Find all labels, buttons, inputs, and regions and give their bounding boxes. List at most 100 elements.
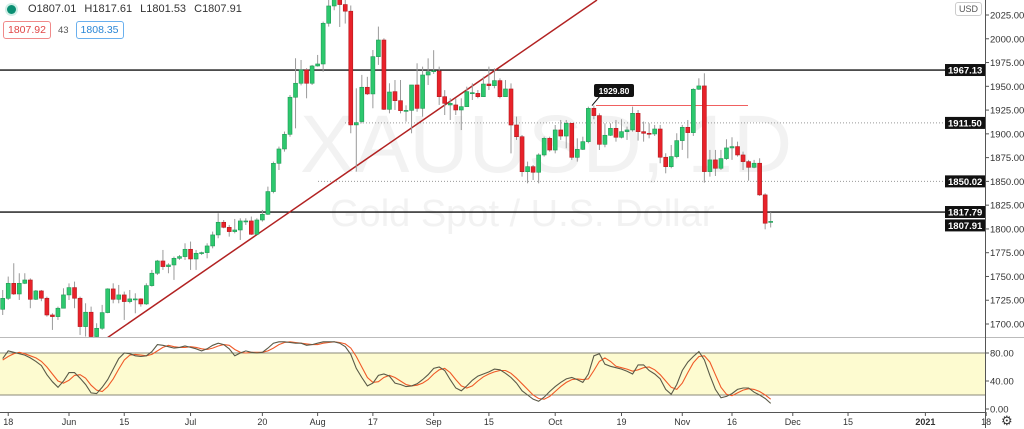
candle bbox=[0, 289, 5, 315]
stoch-tick-label: 0.00 bbox=[990, 405, 1009, 416]
candle bbox=[574, 138, 580, 162]
candle-body bbox=[431, 70, 436, 72]
candle bbox=[77, 296, 83, 335]
price-tick-label: 2000.00 bbox=[990, 34, 1024, 45]
candle bbox=[757, 158, 762, 196]
candle-body bbox=[735, 146, 740, 156]
candle-body bbox=[237, 220, 243, 231]
time-tick-label: 19 bbox=[616, 417, 626, 427]
candle bbox=[210, 231, 215, 249]
candle bbox=[481, 76, 486, 97]
candle bbox=[613, 119, 619, 142]
candle-body bbox=[182, 248, 188, 257]
candle bbox=[453, 98, 459, 116]
candle-body bbox=[663, 156, 669, 167]
candle-body bbox=[77, 297, 83, 327]
callout-box bbox=[594, 84, 634, 97]
spread-value: 43 bbox=[57, 24, 69, 36]
candle-body bbox=[155, 260, 160, 274]
candle-body bbox=[691, 88, 696, 133]
candle bbox=[586, 106, 591, 144]
candle-body bbox=[66, 287, 72, 296]
candle bbox=[254, 218, 260, 235]
candle-body bbox=[464, 91, 470, 107]
price-badge bbox=[945, 175, 985, 188]
candle-body bbox=[44, 297, 50, 316]
candle bbox=[304, 68, 309, 99]
candle bbox=[547, 136, 552, 152]
candle-body bbox=[199, 252, 204, 254]
candle bbox=[50, 313, 55, 330]
quote-panel: 1807.92 43 1808.35 bbox=[3, 21, 124, 39]
price-badge-label: 1817.79 bbox=[948, 208, 982, 219]
candle bbox=[475, 90, 481, 99]
candle bbox=[215, 213, 221, 239]
candle bbox=[298, 59, 304, 86]
price-badge-label: 1911.50 bbox=[948, 118, 982, 129]
candle bbox=[381, 38, 387, 110]
candle bbox=[646, 123, 652, 139]
candle-body bbox=[530, 166, 536, 173]
candle-body bbox=[497, 80, 503, 97]
candle-body bbox=[425, 71, 431, 76]
candle-body bbox=[370, 56, 376, 95]
candle bbox=[641, 121, 646, 142]
gear-icon[interactable]: ⚙ bbox=[1001, 413, 1013, 428]
candle bbox=[320, 21, 326, 72]
candle bbox=[127, 289, 133, 304]
price-badge bbox=[945, 116, 985, 129]
candle bbox=[541, 136, 547, 157]
candle-body bbox=[22, 279, 28, 284]
candle bbox=[425, 58, 431, 85]
candle-body bbox=[674, 140, 680, 157]
time-tick-label: Oct bbox=[548, 417, 563, 427]
candle-body bbox=[348, 10, 354, 126]
candle bbox=[442, 90, 448, 116]
candle bbox=[88, 306, 94, 337]
candle bbox=[470, 83, 475, 101]
candle bbox=[348, 5, 354, 134]
candle-body bbox=[260, 213, 265, 221]
candle-body bbox=[602, 134, 608, 145]
currency-button[interactable]: USD bbox=[955, 2, 983, 16]
candle bbox=[83, 303, 88, 337]
candle-body bbox=[475, 93, 481, 97]
watermark-description: Gold Spot / U.S. Dollar bbox=[330, 193, 715, 235]
candle bbox=[458, 98, 464, 131]
candle bbox=[685, 119, 691, 159]
candle-body bbox=[563, 122, 569, 137]
candle bbox=[11, 263, 17, 295]
candle-body bbox=[0, 298, 5, 310]
time-tick-label: Dec bbox=[785, 417, 802, 427]
candle bbox=[387, 83, 392, 114]
candle bbox=[668, 144, 674, 169]
buy-button[interactable]: 1808.35 bbox=[75, 21, 124, 39]
candle-body bbox=[652, 128, 657, 135]
candle-body bbox=[243, 220, 249, 223]
price-pane[interactable]: 1929.80 bbox=[0, 0, 985, 338]
candle bbox=[249, 216, 254, 235]
candle bbox=[72, 281, 77, 309]
candle bbox=[762, 193, 768, 230]
time-tick-label: 18 bbox=[981, 417, 991, 427]
candle bbox=[331, 0, 337, 11]
candle-body bbox=[304, 69, 309, 84]
price-badge-label: 1967.13 bbox=[948, 66, 982, 77]
candle-body bbox=[16, 283, 22, 295]
sell-button[interactable]: 1807.92 bbox=[3, 21, 51, 39]
candle bbox=[105, 288, 110, 314]
candle-body bbox=[342, 4, 348, 12]
price-tick-label: 2025.00 bbox=[990, 11, 1024, 22]
time-tick-label: Jun bbox=[62, 417, 77, 427]
candle-body bbox=[713, 159, 718, 169]
high-value: H1817.61 bbox=[84, 3, 133, 15]
candle bbox=[160, 249, 166, 270]
candle-body bbox=[83, 311, 88, 327]
stochastic-pane[interactable] bbox=[0, 341, 985, 404]
candle-body bbox=[105, 288, 110, 313]
candle-body bbox=[458, 106, 464, 111]
candle bbox=[619, 119, 624, 139]
candle bbox=[558, 119, 564, 140]
candle-body bbox=[552, 129, 558, 151]
